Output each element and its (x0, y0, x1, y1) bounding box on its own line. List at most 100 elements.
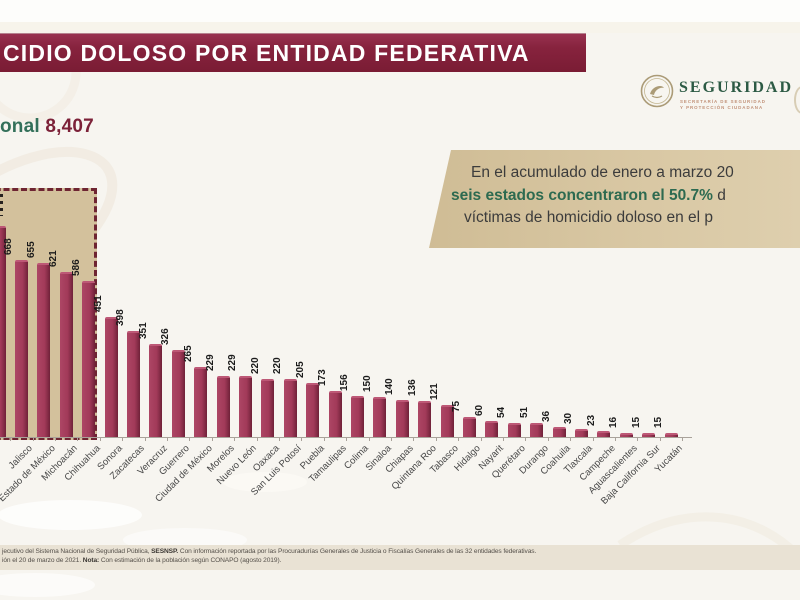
axis-tick (99, 437, 101, 441)
bar-value-label: 75 (451, 400, 463, 412)
bar-value-label: 351 (137, 322, 149, 339)
bar-chart: 668 Jalisco 655 Estado de México 621 Michoacá… (0, 140, 800, 545)
axis-tick (659, 437, 661, 441)
logo-subtitle-2: Y PROTECCIÓN CIUDADANA (680, 105, 764, 110)
axis-tick (55, 437, 56, 441)
axis-tick (637, 437, 639, 441)
axis-tick (413, 437, 415, 441)
bar (552, 427, 566, 437)
axis-tick (435, 437, 437, 441)
axis-tick (234, 437, 236, 441)
national-total-label: onal (0, 116, 40, 137)
logo-subtitle-1: SECRETARÍA DE SEGURIDAD (680, 99, 766, 104)
bar (126, 331, 140, 437)
footer-line-2: ión el 20 de marzo de 2021. Nota: Con es… (2, 557, 282, 564)
axis-tick (525, 437, 527, 441)
bar-value-label: 36 (541, 410, 552, 422)
logo-wordmark: SEGURIDAD (679, 79, 794, 96)
bar-value-label: 586 (70, 259, 82, 276)
bar (642, 433, 656, 437)
bar (373, 397, 387, 437)
axis-tick (10, 437, 12, 441)
callout-line-1: En el acumulado de enero a marzo 20 (471, 164, 734, 181)
bar (216, 376, 230, 437)
callout-line-2: seis estados concentraron el 50.7% d (451, 185, 800, 208)
bar (664, 433, 678, 437)
bar (462, 417, 476, 437)
bar-value-label: 15 (630, 416, 642, 428)
source-footer: jecutivo del Sistema Nacional de Segurid… (0, 545, 800, 570)
bar-value-label: 150 (361, 375, 373, 392)
bar-value-label: 220 (272, 357, 284, 374)
axis-tick (167, 437, 168, 441)
seguridad-logo: SEGURIDAD SECRETARÍA DE SEGURIDAD Y PROT… (640, 72, 800, 114)
bar-clipped-left (0, 226, 6, 437)
bar-value-label: 173 (317, 369, 328, 386)
bar-value-label: 136 (406, 379, 418, 396)
eagle-emblem-icon (640, 74, 674, 108)
bar (597, 431, 611, 437)
bar-value-label: 655 (25, 241, 37, 258)
axis-tick (144, 437, 146, 441)
axis-tick (592, 437, 594, 441)
bar (328, 391, 342, 437)
bar (171, 350, 185, 437)
axis-tick (547, 437, 549, 441)
axis-tick (615, 437, 616, 441)
bar (574, 429, 588, 437)
axis-tick (391, 437, 392, 441)
axis-tick (346, 437, 348, 441)
clipped-value-label-fragment (0, 194, 3, 216)
bar (261, 379, 275, 437)
axis-tick (682, 437, 684, 441)
bar (104, 317, 118, 437)
bar-value-label: 668 (3, 238, 15, 255)
axis-tick (77, 437, 79, 441)
callout-line-2-tail: d (712, 186, 726, 204)
bar (395, 400, 409, 437)
footer-line-1: jecutivo del Sistema Nacional de Segurid… (2, 548, 537, 555)
bar-value-label: 121 (429, 383, 440, 400)
bar (283, 379, 297, 437)
callout-box: En el acumulado de enero a marzo 20 seis… (429, 150, 800, 248)
bar (350, 396, 364, 437)
bar-value-label: 15 (653, 416, 664, 428)
axis-tick (323, 437, 325, 441)
bar (194, 367, 208, 437)
bar (485, 421, 499, 437)
bar (59, 272, 73, 437)
national-total-value: 8,407 (45, 116, 94, 137)
bar (82, 281, 96, 437)
header-cream-band (0, 22, 800, 33)
bar-value-label: 229 (205, 354, 216, 371)
bar-value-label: 140 (384, 378, 396, 395)
bar-value-label: 220 (249, 357, 261, 374)
axis-tick (301, 437, 303, 441)
bar-value-label: 51 (518, 406, 530, 418)
bar-value-label: 326 (160, 328, 172, 345)
bar-value-label: 229 (227, 354, 239, 371)
callout-highlight: seis estados concentraron el 50.7% (451, 186, 713, 204)
bar (530, 423, 544, 437)
bar (37, 263, 51, 437)
x-axis-line (0, 437, 692, 438)
bar (418, 401, 432, 437)
callout-line-3: víctimas de homicidio doloso en el p (464, 209, 713, 226)
bar-value-label: 451 (93, 295, 104, 312)
bar (306, 383, 320, 437)
bar-value-label: 60 (473, 404, 485, 416)
bar-value-label: 621 (48, 250, 60, 267)
axis-tick (480, 437, 482, 441)
national-total: onal 8,407 (0, 116, 94, 138)
bar-value-label: 54 (496, 406, 508, 418)
bar (149, 344, 163, 437)
bar-value-label: 23 (585, 414, 597, 426)
bar-value-label: 16 (608, 416, 620, 428)
axis-tick (368, 437, 370, 441)
page-title: CIDIO DOLOSO POR ENTIDAD FEDERATIVA (3, 40, 530, 66)
bar-value-label: 30 (563, 412, 575, 424)
axis-tick (279, 437, 280, 441)
bar (619, 433, 633, 437)
bar-value-label: 205 (294, 361, 306, 378)
